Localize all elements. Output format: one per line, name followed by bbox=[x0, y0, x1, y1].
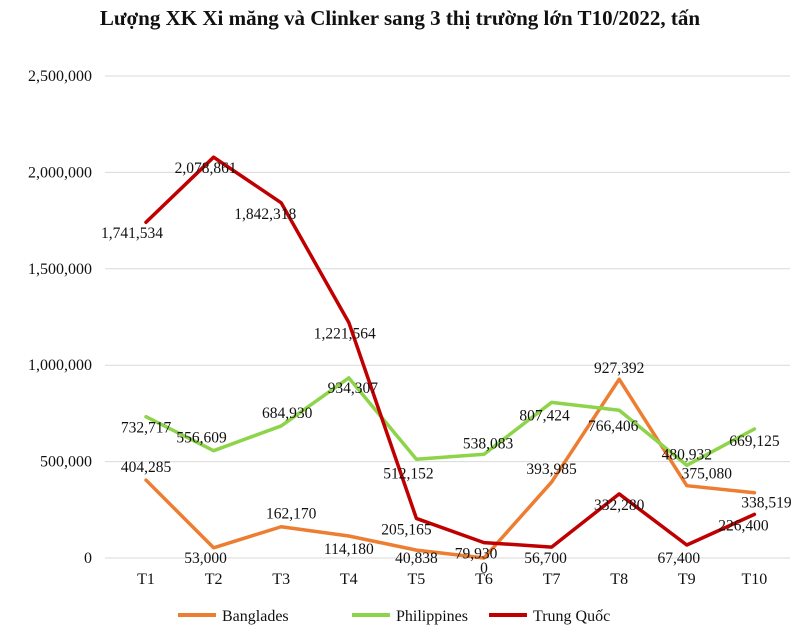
data-label: 1,842,318 bbox=[234, 206, 296, 223]
data-label: 162,170 bbox=[266, 506, 317, 523]
x-tick-label: T1 bbox=[137, 571, 155, 588]
data-label: 1,741,534 bbox=[101, 225, 163, 242]
data-label: 375,080 bbox=[682, 466, 733, 483]
data-label: 684,930 bbox=[262, 405, 313, 422]
x-tick-label: T5 bbox=[408, 571, 426, 588]
x-tick-label: T4 bbox=[340, 571, 358, 588]
y-tick-label: 2,500,000 bbox=[28, 68, 92, 85]
data-label: 114,180 bbox=[324, 541, 374, 558]
data-label: 538,083 bbox=[463, 435, 514, 452]
data-label: 67,400 bbox=[657, 550, 700, 567]
data-label: 927,392 bbox=[594, 360, 644, 377]
data-label: 53,000 bbox=[184, 550, 227, 567]
y-tick-label: 0 bbox=[84, 550, 92, 567]
legend-label: Trung Quốc bbox=[533, 608, 610, 625]
legend-label: Philippines bbox=[396, 608, 468, 625]
data-label: 40,838 bbox=[395, 550, 438, 567]
data-label: 56,700 bbox=[524, 550, 567, 567]
data-label: 732,717 bbox=[121, 420, 172, 437]
data-label: 332,280 bbox=[594, 497, 645, 514]
y-tick-label: 1,500,000 bbox=[28, 261, 92, 278]
x-tick-label: T8 bbox=[610, 571, 628, 588]
data-label: 512,152 bbox=[383, 465, 433, 482]
data-label: 79,930 bbox=[455, 546, 498, 563]
series-line bbox=[144, 377, 757, 560]
x-tick-label: T2 bbox=[205, 571, 223, 588]
x-tick-label: T7 bbox=[543, 571, 561, 588]
data-label: 404,285 bbox=[121, 459, 172, 476]
data-label: 393,985 bbox=[526, 461, 577, 478]
data-label: 226,400 bbox=[718, 517, 769, 534]
y-tick-label: 2,000,000 bbox=[28, 164, 92, 181]
y-tick-label: 1,000,000 bbox=[28, 357, 92, 374]
x-tick-label: T10 bbox=[742, 571, 768, 588]
data-label: 1,221,564 bbox=[314, 325, 376, 342]
data-label: 766,406 bbox=[588, 418, 639, 435]
data-label: 338,519 bbox=[741, 495, 792, 512]
data-label: 480,932 bbox=[662, 446, 712, 463]
data-label: 2,078,861 bbox=[175, 160, 237, 177]
chart-title: Lượng XK Xi măng và Clinker sang 3 thị t… bbox=[99, 6, 701, 30]
x-tick-label: T3 bbox=[272, 571, 290, 588]
series-line bbox=[144, 155, 757, 549]
legend-label: Banglades bbox=[222, 608, 289, 625]
series-line bbox=[144, 376, 757, 468]
y-tick-label: 500,000 bbox=[40, 454, 92, 471]
x-tick-label: T6 bbox=[475, 571, 493, 588]
data-label: 934,307 bbox=[328, 380, 379, 397]
data-label: 669,125 bbox=[729, 433, 780, 450]
x-tick-label: T9 bbox=[678, 571, 696, 588]
data-label: 807,424 bbox=[519, 407, 570, 424]
data-label: 556,609 bbox=[176, 430, 227, 447]
data-label: 205,165 bbox=[381, 521, 432, 538]
data-label: 0 bbox=[480, 560, 488, 577]
